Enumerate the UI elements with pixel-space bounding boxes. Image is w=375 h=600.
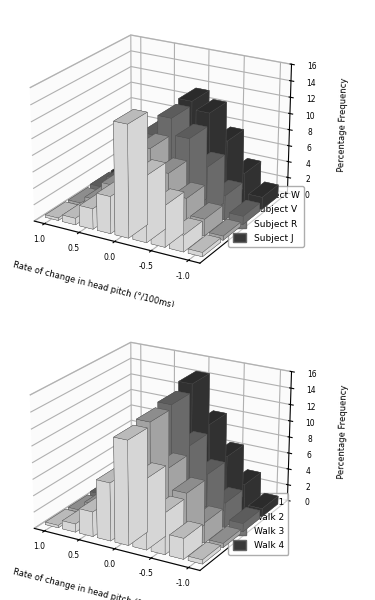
Legend: Subject W, Subject V, Subject R, Subject J: Subject W, Subject V, Subject R, Subject… (228, 186, 304, 247)
X-axis label: Rate of change in head pitch (°/100ms): Rate of change in head pitch (°/100ms) (12, 260, 175, 310)
X-axis label: Rate of change in head pitch (°/100ms): Rate of change in head pitch (°/100ms) (12, 568, 175, 600)
Legend: Walk 1, Walk 2, Walk 3, Walk 4: Walk 1, Walk 2, Walk 3, Walk 4 (228, 493, 288, 554)
